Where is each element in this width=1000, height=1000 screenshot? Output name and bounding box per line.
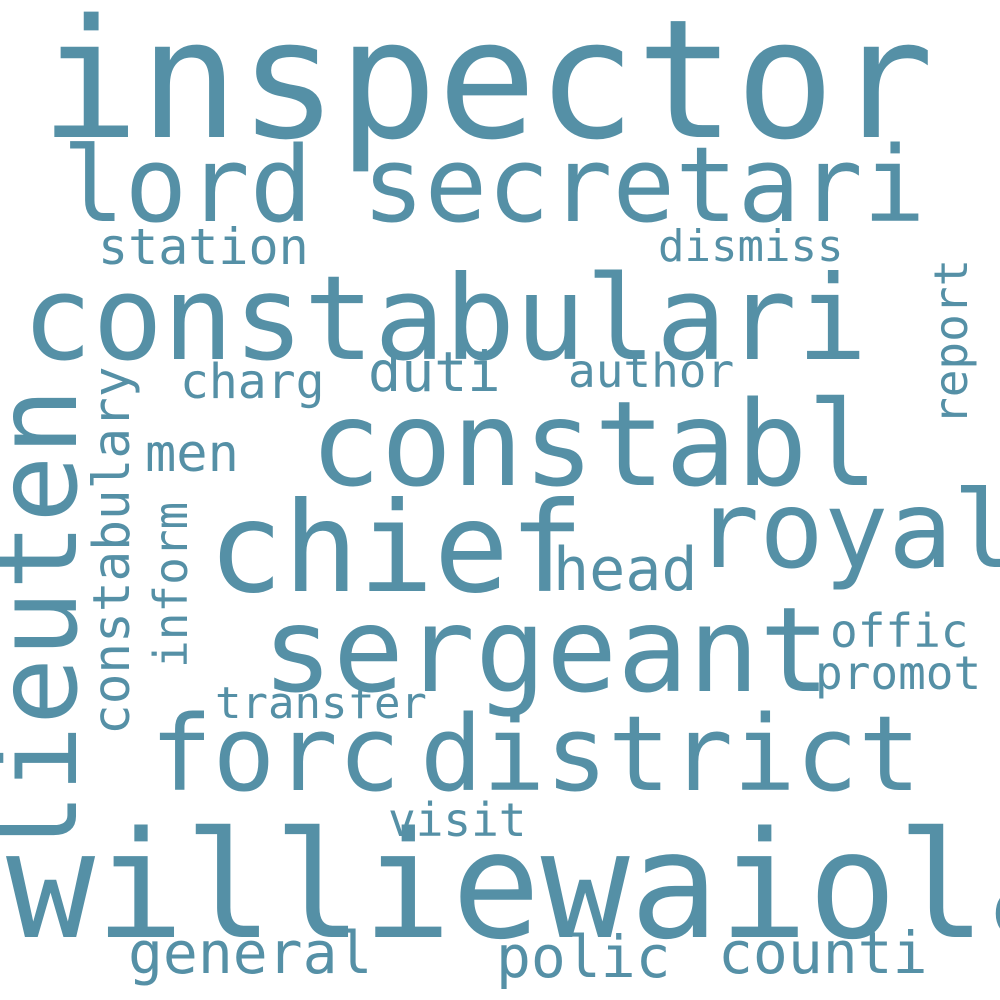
word-report: report xyxy=(924,258,978,425)
word-constabulari: constabulari xyxy=(22,250,868,387)
word-duti: duti xyxy=(368,340,501,404)
word-visit: visit xyxy=(388,793,527,847)
word-men: men xyxy=(145,424,239,484)
word-sergeant: sergeant xyxy=(262,581,831,719)
word-polic: polic xyxy=(496,923,671,991)
word-forc: forc xyxy=(150,693,401,815)
word-constabulary: constabulary xyxy=(83,366,142,735)
word-transfer: transfer xyxy=(215,678,427,729)
word-district: district xyxy=(420,693,921,815)
word-inform: inform xyxy=(144,501,198,668)
word-general: general xyxy=(128,919,373,987)
word-royal: royal xyxy=(695,469,1000,593)
word-inspector: inspector xyxy=(40,0,935,176)
word-counti: counti xyxy=(718,919,928,987)
word-promot: promot xyxy=(815,646,982,700)
word-head: head xyxy=(553,535,698,605)
word-offic: offic xyxy=(830,604,969,658)
word-dismiss: dismiss xyxy=(658,221,844,272)
word-station: station xyxy=(98,218,309,276)
word-secretari: secretari xyxy=(362,124,926,246)
word-lord: lord xyxy=(62,124,313,246)
word-constabl: constabl xyxy=(310,375,879,513)
word-lieuten: lieuten xyxy=(0,387,103,860)
word-williewaiola: williewaiola xyxy=(6,800,1000,972)
word-chief: chief xyxy=(208,476,585,621)
word-charg: charg xyxy=(180,354,325,410)
word-author: author xyxy=(568,344,735,398)
